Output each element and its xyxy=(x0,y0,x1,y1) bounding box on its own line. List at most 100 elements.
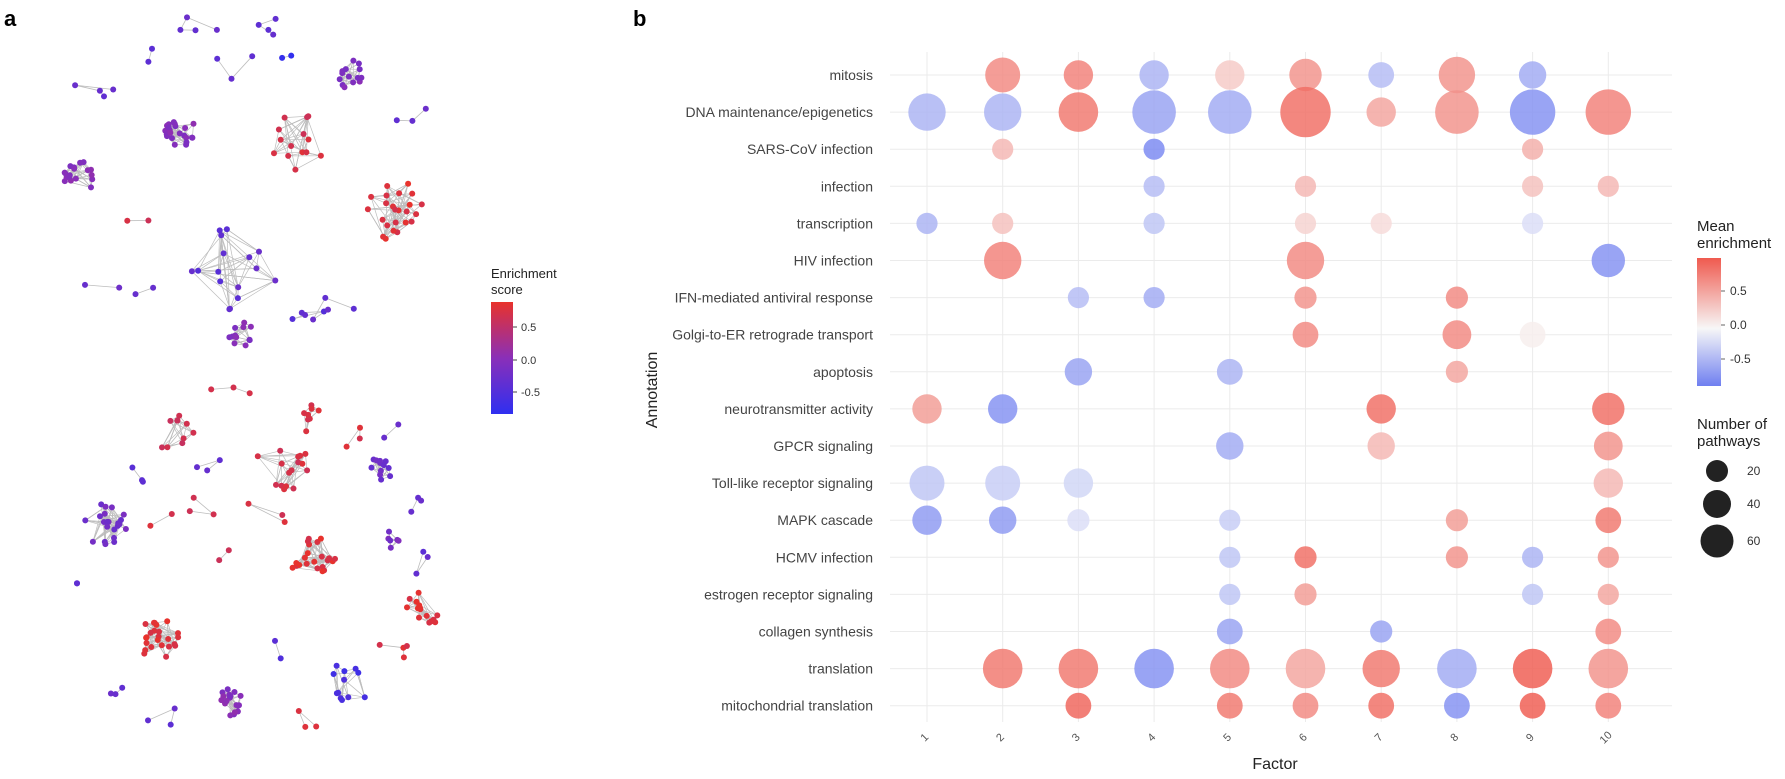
network-edge xyxy=(396,183,409,233)
network-node xyxy=(215,268,222,275)
x-axis-title: Factor xyxy=(1252,756,1298,773)
network-node xyxy=(304,467,311,474)
network-node xyxy=(376,641,383,648)
network-node xyxy=(225,547,232,554)
network-node xyxy=(89,538,96,545)
bubble-point xyxy=(1522,138,1544,160)
network-edge xyxy=(406,592,419,608)
bubble-point xyxy=(1593,431,1623,461)
network-node xyxy=(255,21,262,28)
network-node xyxy=(356,435,363,442)
network-edge xyxy=(352,63,360,83)
network-node xyxy=(217,278,224,285)
network-node xyxy=(210,511,217,518)
network-node xyxy=(223,226,230,233)
network-node xyxy=(112,691,119,698)
network-node xyxy=(379,216,386,223)
network-node xyxy=(286,469,293,476)
network-edge xyxy=(283,453,306,490)
x-tick-label: 1 xyxy=(918,731,931,744)
network-node xyxy=(254,453,261,460)
bubble-point xyxy=(1134,648,1174,689)
network-node xyxy=(304,550,311,557)
network-node xyxy=(275,126,282,133)
bubble-point xyxy=(1143,138,1165,160)
network-edge xyxy=(219,230,239,288)
bubble-point xyxy=(1210,648,1250,689)
network-edge xyxy=(145,623,179,634)
network-node xyxy=(101,93,107,100)
y-tick-label: MAPK cascade xyxy=(777,512,873,528)
network-node xyxy=(204,467,211,474)
network-node xyxy=(72,82,79,89)
network-edge xyxy=(357,672,366,698)
y-tick-label: infection xyxy=(821,178,873,194)
bubble-point xyxy=(1064,358,1093,386)
network-node xyxy=(393,117,400,124)
y-tick-label: HIV infection xyxy=(794,253,873,269)
bubble-point xyxy=(1208,90,1252,134)
network-node xyxy=(277,655,284,662)
network-node xyxy=(169,135,175,142)
bubble-point xyxy=(916,212,938,234)
network-node xyxy=(227,693,234,700)
network-edge xyxy=(385,213,417,240)
network-edge xyxy=(226,229,230,310)
network-node xyxy=(213,26,220,33)
bubble-point xyxy=(1366,394,1396,424)
network-edge xyxy=(165,637,179,657)
network-node xyxy=(281,114,288,121)
network-node xyxy=(183,420,190,427)
bubble-point xyxy=(912,505,942,535)
network-node xyxy=(271,150,277,157)
bubble-point xyxy=(1370,620,1393,643)
network-edge xyxy=(248,503,283,516)
network-node xyxy=(226,334,233,341)
network-node xyxy=(392,219,399,226)
network-node xyxy=(396,190,403,197)
network-node xyxy=(186,508,193,515)
network-node xyxy=(422,105,429,112)
network-node xyxy=(190,429,197,436)
network-node xyxy=(208,386,215,393)
network-node xyxy=(220,250,227,257)
network-node xyxy=(216,227,223,234)
network-node xyxy=(234,295,241,302)
network-node xyxy=(214,55,221,62)
network-edge xyxy=(216,58,232,80)
bubble-point xyxy=(1519,321,1546,348)
network-node xyxy=(318,553,325,560)
network-node xyxy=(231,340,238,347)
network-node xyxy=(164,444,171,451)
bubble-point xyxy=(989,506,1017,534)
network-node xyxy=(333,662,340,669)
network-node xyxy=(314,565,321,572)
network-node xyxy=(322,294,329,301)
network-edge xyxy=(169,123,194,131)
network-node xyxy=(188,268,195,275)
network-edge xyxy=(147,708,175,721)
bubbles xyxy=(908,56,1632,719)
bubble-point xyxy=(1367,432,1395,460)
legend-b-title-line2: enrichment xyxy=(1697,235,1772,252)
network-node xyxy=(304,114,311,121)
legend-size-title-line2: pathways xyxy=(1697,433,1760,450)
network-node xyxy=(216,557,223,564)
network-node xyxy=(281,519,288,525)
bubble-point xyxy=(1445,509,1468,532)
network-node xyxy=(195,267,202,274)
network-nodes xyxy=(61,14,441,730)
network-edge xyxy=(189,510,214,515)
bubble-point xyxy=(1445,286,1468,309)
network-edge xyxy=(237,280,276,299)
network-edge xyxy=(371,196,410,206)
network-node xyxy=(77,159,84,166)
bubble-point xyxy=(1215,60,1245,90)
y-tick-label: mitochondrial translation xyxy=(721,698,873,714)
network-node xyxy=(170,119,177,126)
network-node xyxy=(116,284,123,291)
bubble-point xyxy=(1294,286,1317,309)
network-node xyxy=(424,554,431,560)
network-edge xyxy=(336,665,339,693)
network-edge xyxy=(197,270,239,299)
